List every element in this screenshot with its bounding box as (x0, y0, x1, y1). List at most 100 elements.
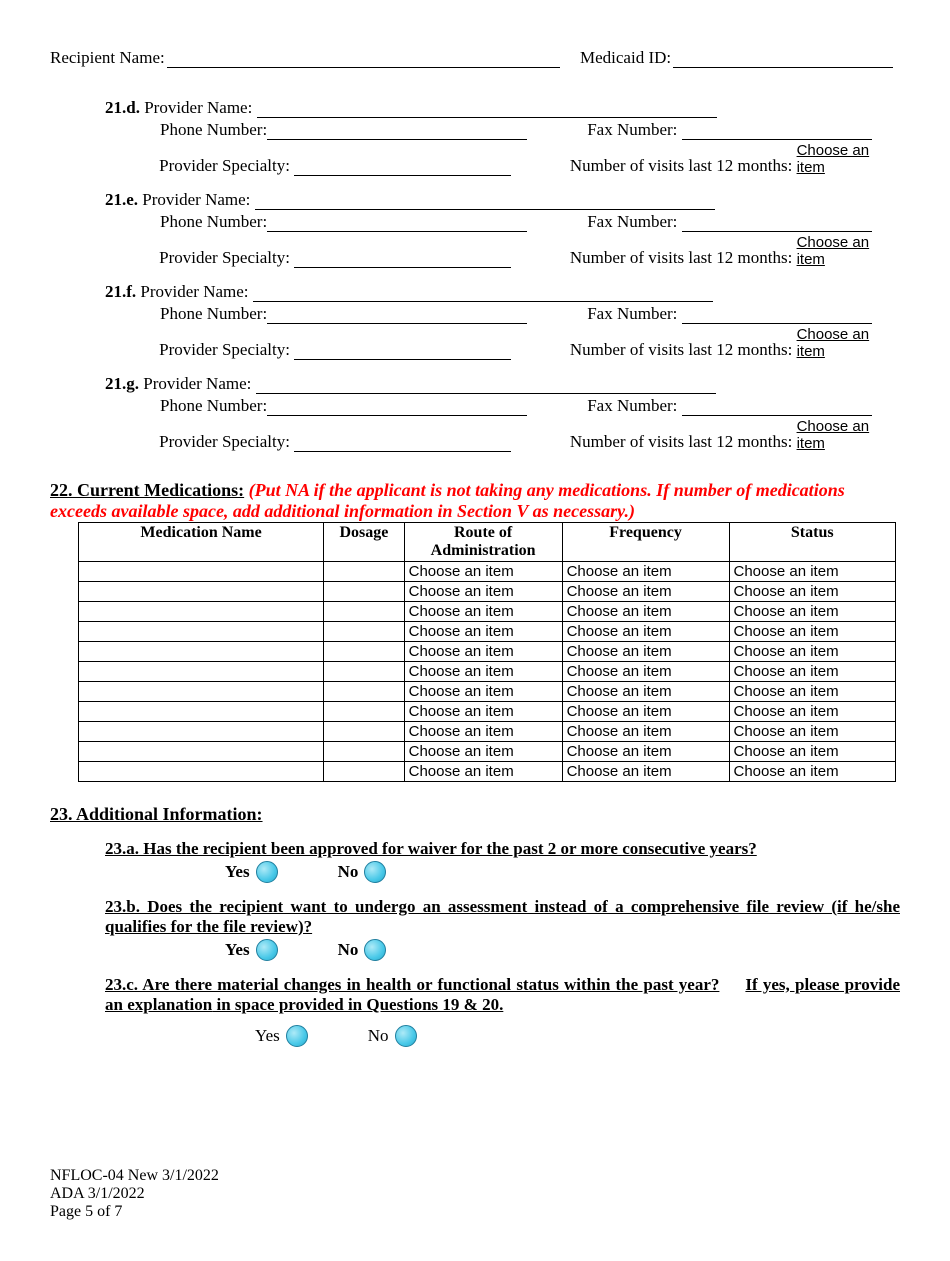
frequency-dropdown[interactable]: Choose an item (562, 582, 729, 602)
medications-table: Medication Name Dosage Route of Administ… (78, 522, 896, 782)
medicaid-id-field: Medicaid ID: (580, 48, 900, 68)
visits-dropdown[interactable]: Choose an item (797, 142, 900, 176)
status-dropdown[interactable]: Choose an item (729, 582, 896, 602)
frequency-dropdown[interactable]: Choose an item (562, 682, 729, 702)
provider-block: 21.e. Provider Name: Phone Number:Fax Nu… (105, 190, 900, 268)
provider-name-label: Provider Name: (138, 190, 255, 210)
radio-23b-no[interactable] (364, 939, 386, 961)
provider-name-label: Provider Name: (136, 282, 253, 302)
frequency-dropdown[interactable]: Choose an item (562, 642, 729, 662)
med-name-cell[interactable] (79, 722, 324, 742)
phone-input[interactable] (267, 306, 527, 324)
med-name-cell[interactable] (79, 762, 324, 782)
radio-23a-yes[interactable] (256, 861, 278, 883)
phone-input[interactable] (267, 122, 527, 140)
specialty-label: Provider Specialty: (159, 248, 294, 268)
dosage-cell[interactable] (324, 662, 404, 682)
dosage-cell[interactable] (324, 602, 404, 622)
route-dropdown[interactable]: Choose an item (404, 582, 562, 602)
frequency-dropdown[interactable]: Choose an item (562, 742, 729, 762)
radio-23b-yes[interactable] (256, 939, 278, 961)
dosage-cell[interactable] (324, 722, 404, 742)
footer-line2: ADA 3/1/2022 (50, 1185, 900, 1203)
status-dropdown[interactable]: Choose an item (729, 622, 896, 642)
visits-dropdown[interactable]: Choose an item (797, 418, 900, 452)
status-dropdown[interactable]: Choose an item (729, 722, 896, 742)
route-dropdown[interactable]: Choose an item (404, 762, 562, 782)
frequency-dropdown[interactable]: Choose an item (562, 702, 729, 722)
route-dropdown[interactable]: Choose an item (404, 602, 562, 622)
fax-label: Fax Number: (587, 120, 681, 140)
route-dropdown[interactable]: Choose an item (404, 642, 562, 662)
fax-input[interactable] (682, 398, 872, 416)
frequency-dropdown[interactable]: Choose an item (562, 562, 729, 582)
med-name-cell[interactable] (79, 702, 324, 722)
table-row: Choose an itemChoose an itemChoose an it… (79, 602, 896, 622)
dosage-cell[interactable] (324, 682, 404, 702)
frequency-dropdown[interactable]: Choose an item (562, 602, 729, 622)
route-dropdown[interactable]: Choose an item (404, 682, 562, 702)
col-dosage: Dosage (324, 523, 404, 562)
phone-input[interactable] (267, 214, 527, 232)
route-dropdown[interactable]: Choose an item (404, 742, 562, 762)
q-23c-part3: in space provided in Questions 19 & 20. (212, 995, 503, 1014)
visits-dropdown[interactable]: Choose an item (797, 234, 900, 268)
specialty-input[interactable] (294, 342, 511, 360)
frequency-dropdown[interactable]: Choose an item (562, 662, 729, 682)
dosage-cell[interactable] (324, 622, 404, 642)
dosage-cell[interactable] (324, 562, 404, 582)
status-dropdown[interactable]: Choose an item (729, 682, 896, 702)
provider-block: 21.f. Provider Name: Phone Number:Fax Nu… (105, 282, 900, 360)
route-dropdown[interactable]: Choose an item (404, 562, 562, 582)
status-dropdown[interactable]: Choose an item (729, 562, 896, 582)
recipient-input-line[interactable] (167, 50, 560, 68)
visits-dropdown[interactable]: Choose an item (797, 326, 900, 360)
route-dropdown[interactable]: Choose an item (404, 702, 562, 722)
frequency-dropdown[interactable]: Choose an item (562, 762, 729, 782)
radio-23c-no[interactable] (395, 1025, 417, 1047)
med-name-cell[interactable] (79, 582, 324, 602)
visits-label: Number of visits last 12 months: (570, 432, 797, 452)
provider-name-input[interactable] (257, 100, 717, 118)
fax-input[interactable] (682, 306, 872, 324)
specialty-input[interactable] (294, 158, 511, 176)
fax-input[interactable] (682, 214, 872, 232)
provider-name-input[interactable] (253, 284, 713, 302)
col-route: Route of Administration (404, 523, 562, 562)
med-name-cell[interactable] (79, 602, 324, 622)
dosage-cell[interactable] (324, 742, 404, 762)
status-dropdown[interactable]: Choose an item (729, 662, 896, 682)
radio-23c-yes[interactable] (286, 1025, 308, 1047)
status-dropdown[interactable]: Choose an item (729, 642, 896, 662)
specialty-label: Provider Specialty: (159, 432, 294, 452)
med-name-cell[interactable] (79, 682, 324, 702)
dosage-cell[interactable] (324, 762, 404, 782)
phone-input[interactable] (267, 398, 527, 416)
specialty-input[interactable] (294, 434, 511, 452)
status-dropdown[interactable]: Choose an item (729, 602, 896, 622)
fax-input[interactable] (682, 122, 872, 140)
frequency-dropdown[interactable]: Choose an item (562, 622, 729, 642)
dosage-cell[interactable] (324, 702, 404, 722)
med-name-cell[interactable] (79, 642, 324, 662)
dosage-cell[interactable] (324, 582, 404, 602)
medicaid-input-line[interactable] (673, 50, 893, 68)
status-dropdown[interactable]: Choose an item (729, 742, 896, 762)
status-dropdown[interactable]: Choose an item (729, 762, 896, 782)
radio-23a-no[interactable] (364, 861, 386, 883)
med-name-cell[interactable] (79, 662, 324, 682)
med-name-cell[interactable] (79, 742, 324, 762)
med-name-cell[interactable] (79, 562, 324, 582)
specialty-label: Provider Specialty: (159, 340, 294, 360)
dosage-cell[interactable] (324, 642, 404, 662)
route-dropdown[interactable]: Choose an item (404, 622, 562, 642)
medicaid-label: Medicaid ID: (580, 48, 671, 68)
frequency-dropdown[interactable]: Choose an item (562, 722, 729, 742)
specialty-input[interactable] (294, 250, 511, 268)
provider-name-input[interactable] (255, 192, 715, 210)
route-dropdown[interactable]: Choose an item (404, 722, 562, 742)
med-name-cell[interactable] (79, 622, 324, 642)
status-dropdown[interactable]: Choose an item (729, 702, 896, 722)
route-dropdown[interactable]: Choose an item (404, 662, 562, 682)
provider-name-input[interactable] (256, 376, 716, 394)
